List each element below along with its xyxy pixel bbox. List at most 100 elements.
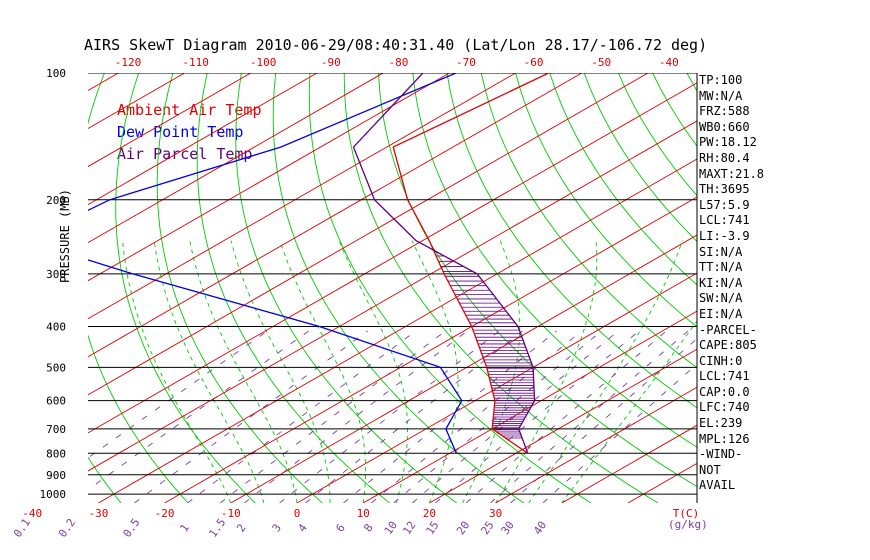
stat-item: WB0:660 [699,119,750,134]
legend-air-parcel-temp: Air Parcel Temp [117,145,253,163]
legend-ambient-air-temp: Ambient Air Temp [117,101,262,119]
isotherm [88,73,583,358]
mixing-ratio-tick-label: 12 [400,519,418,537]
moist-adiabat [462,240,521,503]
moist-adiabat [122,240,232,503]
mixing-ratio-tick-label: 30 [499,519,517,537]
mixing-ratio-unit-label: (g/kg) [668,518,708,531]
top-temp-tick-label: -100 [250,56,277,69]
dew-point-temp-line [88,73,463,454]
bottom-temp-tick-label: -30 [88,507,108,520]
stat-item: MPL:126 [699,431,750,446]
bottom-temp-tick-label: -20 [155,507,175,520]
dry-adiabat [115,73,256,503]
stat-item: LCL:741 [699,213,750,228]
stat-item: TH:3695 [699,182,750,197]
mixing-ratio-line [465,330,667,503]
stat-item: LI:-3.9 [699,228,750,243]
dry-adiabat [412,73,697,448]
stat-item: KI:N/A [699,275,743,290]
moist-adiabat [411,240,459,503]
mixing-ratio-tick-label: 3 [270,522,284,535]
mixing-ratio-line [244,330,468,503]
isotherm [495,386,697,503]
mixing-ratio-line [88,330,309,491]
dry-adiabat [0,73,54,503]
mixing-ratio-tick-label: 2 [234,522,248,535]
dry-adiabat [858,73,870,503]
mixing-ratio-tick-label: 10 [382,519,400,537]
stat-item: PW:18.12 [699,135,757,150]
dry-adiabat [235,73,457,503]
dry-adiabat [446,73,697,409]
stat-item: CINH:0 [699,353,743,368]
top-temp-tick-label: -70 [456,56,476,69]
dry-adiabat [88,73,189,503]
pressure-tick-label: 600 [46,395,66,408]
isotherm [296,272,697,503]
pressure-tick-label: 500 [46,361,66,374]
isotherm [88,82,697,434]
stat-item: NOT [699,462,721,477]
isotherm [88,120,697,472]
mixing-ratio-tick-label: 1 [177,522,191,535]
top-temp-tick-label: -120 [115,56,142,69]
bottom-temp-tick-label: -10 [221,507,241,520]
isotherm [88,73,516,320]
mixing-ratio-line [542,363,697,503]
top-temp-tick-label: -110 [182,56,209,69]
pressure-tick-label: 1000 [40,488,67,501]
mixing-ratio-tick-label: 15 [423,519,441,537]
isotherm [429,348,697,503]
mixing-ratio-line [510,338,697,503]
stat-item: -PARCEL- [699,322,757,337]
stat-item: -WIND- [699,447,743,462]
isotherm [88,73,384,244]
stat-item: TP:100 [699,73,743,87]
legend-dew-point-temp: Dew Point Temp [117,123,244,141]
stat-item: SI:N/A [699,244,743,259]
mixing-ratio-line [305,330,523,503]
temp-unit-label: T(C) [673,507,700,520]
mixing-ratio-line [490,330,689,503]
isotherm [0,73,52,503]
mixing-ratio-tick-label: 25 [478,519,496,537]
mixing-ratio-tick-label: 20 [454,519,472,537]
pressure-tick-label: 200 [46,194,66,207]
pressure-tick-label: 700 [46,423,66,436]
dry-adiabat [196,73,390,503]
air-parcel-temp-line [352,73,536,454]
mixing-ratio-tick-label: 0.5 [121,516,143,540]
mixing-ratio-line [435,330,640,503]
cape-hatching [433,250,535,439]
moist-adiabat [189,240,298,503]
stats-panel: TP:100 MW:N/A FRZ:588 WB0:660 PW:18.12 RH:80.… [699,73,764,494]
moist-adiabat [230,240,331,503]
dry-adiabat [755,73,870,503]
isotherm [88,73,450,282]
bottom-temp-tick-label: 10 [357,507,370,520]
ambient-air-temp-line [392,73,549,454]
mixing-ratio-tick-label: 0.2 [56,516,78,540]
mixing-ratio-line [279,330,500,503]
stat-item: CAP:0.0 [699,384,750,399]
isotherm [98,158,697,503]
dry-adiabat [480,73,697,369]
stat-item: AVAIL [699,478,736,493]
bottom-temp-tick-label: 30 [489,507,502,520]
stat-item: L57:5.9 [699,197,750,212]
stat-item: RH:80.4 [699,150,750,165]
pressure-tick-label: 800 [46,447,66,460]
pressure-tick-label: 400 [46,321,66,334]
top-temp-tick-label: -60 [524,56,544,69]
stat-item: MW:N/A [699,88,743,103]
dry-adiabat [272,73,525,503]
stat-item: TT:N/A [699,260,743,275]
mixing-ratio-line [88,330,268,459]
bottom-temp-tick-label: 0 [294,507,301,520]
isotherm [88,73,252,168]
bottom-temp-tick-label: -40 [22,507,42,520]
moist-adiabat [279,240,367,503]
mixing-ratio-tick-label: 6 [333,522,347,535]
stat-item: EI:N/A [699,306,743,321]
